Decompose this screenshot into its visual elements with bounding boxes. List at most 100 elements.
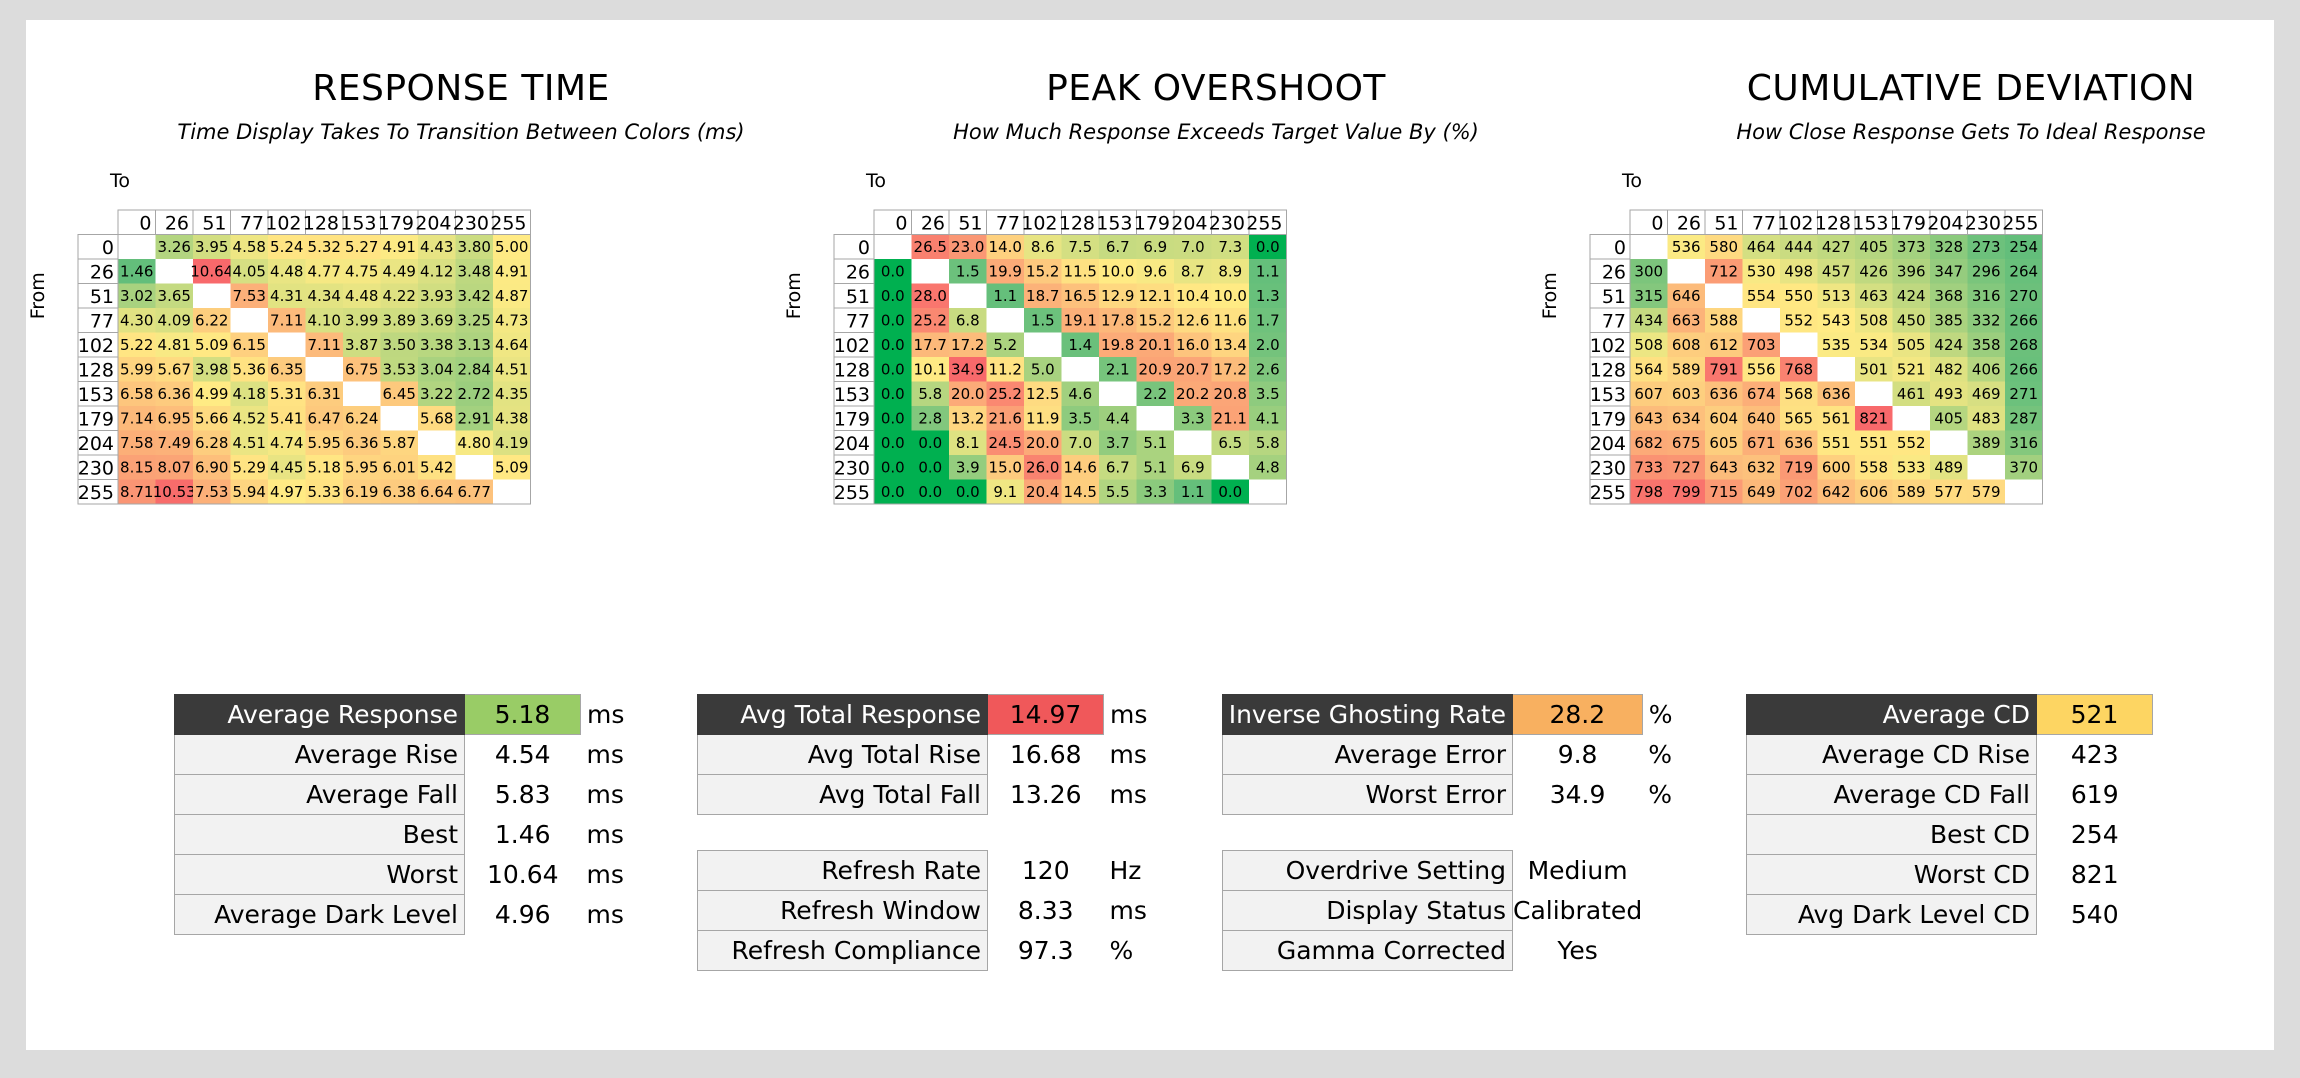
x-tick-label: 153: [340, 213, 376, 235]
heatmap-cell-label: 2.0: [1256, 336, 1280, 354]
heatmap-cell-label: 4.81: [158, 336, 191, 354]
heatmap-cell-label: 266: [2009, 361, 2038, 379]
heatmap-cell: [1211, 283, 1249, 308]
heatmap-cell: [493, 479, 531, 504]
heatmap-cell-label: 632: [1747, 459, 1776, 477]
heatmap-cell: [455, 332, 493, 357]
stat-label: Worst CD: [1746, 854, 2037, 895]
heatmap-subtitle: How Much Response Exceeds Target Value B…: [953, 120, 1479, 144]
heatmap-title: CUMULATIVE DEVIATION: [1746, 68, 2196, 109]
heatmap-cell: [911, 332, 949, 357]
heatmap-cell: [1967, 283, 2005, 308]
heatmap-cell-label: 821: [1859, 410, 1888, 428]
heatmap-cell: [1099, 283, 1137, 308]
heatmap-cell: [193, 430, 231, 455]
y-tick-label: 255: [1590, 482, 1626, 504]
heatmap-cell: [230, 259, 268, 284]
heatmap-cell: [949, 308, 987, 333]
stat-unit: ms: [1110, 700, 1148, 729]
heatmap-cell-label: 3.9: [956, 459, 980, 477]
heatmap-cell: [986, 381, 1024, 406]
heatmap-cell: [343, 357, 381, 382]
stat-row: Best CD 254: [1746, 814, 2203, 855]
heatmap-cell: [1136, 381, 1174, 406]
heatmap-cell-label: 3.65: [158, 287, 191, 305]
heatmap-cell: [1099, 308, 1137, 333]
heatmap-cell: [1136, 259, 1174, 284]
heatmap-border: [873, 234, 1287, 505]
heatmap-cell-label: 10.0: [1214, 287, 1247, 305]
heatmap-cell-label: 4.09: [158, 312, 191, 330]
column-header-cell: [380, 209, 419, 235]
row-header-cell: [77, 405, 119, 431]
heatmap-cell: [380, 283, 418, 308]
heatmap-cell: [1705, 234, 1743, 259]
heatmap-cell-label: 23.0: [951, 238, 984, 256]
heatmap-cell-label: 11.9: [1026, 410, 1059, 428]
heatmap-cell-label: 0.0: [881, 287, 905, 305]
y-tick-label: 153: [1590, 384, 1626, 406]
stat-value: 254: [2070, 820, 2119, 849]
heatmap-cell-label: 254: [2009, 238, 2038, 256]
heatmap-cell-label: 5.18: [308, 459, 341, 477]
heatmap-cell-label: 0.0: [881, 385, 905, 403]
heatmap-cell: [949, 455, 987, 480]
heatmap-cell-label: 4.73: [495, 312, 528, 330]
heatmap-cell-label: 3.87: [345, 336, 378, 354]
heatmap-cell-label: 5.27: [345, 238, 378, 256]
y-tick-label: 102: [78, 335, 114, 357]
y-tick-label: 0: [1614, 237, 1626, 259]
heatmap-cell: [1249, 479, 1287, 504]
row-header-cell: [77, 234, 119, 260]
heatmap-cell: [155, 455, 193, 480]
heatmap-cell: [230, 381, 268, 406]
heatmap-cell: [1174, 455, 1212, 480]
heatmap-cell: [1099, 430, 1137, 455]
heatmap-cell: [155, 283, 193, 308]
heatmap-title: PEAK OVERSHOOT: [1046, 68, 1386, 109]
heatmap-cell: [1967, 357, 2005, 382]
heatmap-cell: [1136, 406, 1174, 431]
heatmap-cell: [118, 479, 156, 504]
stat-label: Inverse Ghosting Rate: [1222, 694, 1513, 735]
heatmap-cell-label: 12.9: [1101, 287, 1134, 305]
heatmap-cell-label: 2.91: [458, 410, 491, 428]
heatmap-cell: [1630, 430, 1668, 455]
heatmap-cell: [118, 308, 156, 333]
heatmap-cell-label: 264: [2009, 263, 2038, 281]
heatmap-cell: [1930, 234, 1968, 259]
heatmap-cell-label: 577: [1934, 483, 1963, 501]
stat-row: Avg Total Fall 13.26 ms: [697, 774, 1154, 815]
heatmap-cell-label: 1.3: [1256, 287, 1280, 305]
stat-unit: [2153, 895, 2203, 935]
stat-label: Best CD: [1746, 814, 2037, 855]
heatmap-cell: [305, 357, 343, 382]
heatmap-cell: [986, 308, 1024, 333]
heatmap-cell: [305, 259, 343, 284]
heatmap-cell-label: 552: [1897, 434, 1926, 452]
stat-unit: ms: [1109, 740, 1147, 769]
heatmap-cell-label: 3.25: [458, 312, 491, 330]
heatmap-cell-label: 5.8: [918, 385, 942, 403]
stat-label: Average Dark Level: [174, 894, 465, 935]
heatmap-cell-label: 4.48: [270, 263, 303, 281]
heatmap-cell: [380, 357, 418, 382]
heatmap-cell-label: 7.53: [195, 483, 228, 501]
heatmap-cell: [418, 283, 456, 308]
stat-row: Worst Error 34.9%: [1222, 774, 1693, 815]
stat-value: Yes: [1557, 936, 1598, 965]
stat-unit: [2153, 735, 2203, 775]
heatmap-cell: [1630, 283, 1668, 308]
stat-label: Worst Error: [1222, 774, 1513, 815]
stat-label: Average CD Rise: [1746, 734, 2037, 775]
stat-row: Avg Total Response 14.97 ms: [697, 694, 1154, 735]
heatmap-cell: [1742, 259, 1780, 284]
heatmap-cell-label: 6.7: [1106, 238, 1130, 256]
heatmap-cell: [343, 332, 381, 357]
heatmap-cell-label: 396: [1897, 263, 1926, 281]
heatmap-cell: [986, 259, 1024, 284]
heatmap-cell-label: 15.2: [1139, 312, 1172, 330]
heatmap-cell: [380, 455, 418, 480]
y-axis-label: From: [1539, 272, 1561, 319]
